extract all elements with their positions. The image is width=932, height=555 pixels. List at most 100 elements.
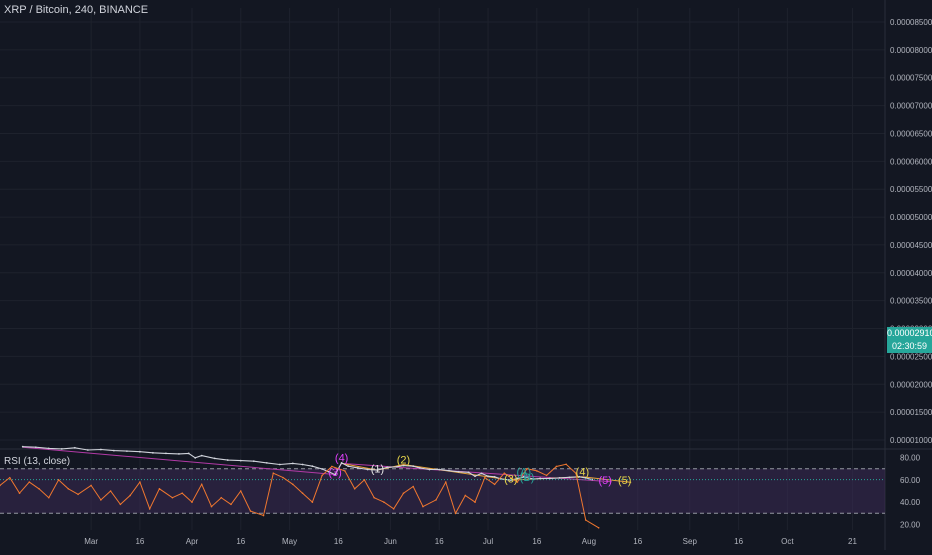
rsi-point xyxy=(536,470,538,472)
wave-label: (2) xyxy=(397,454,410,466)
price-point xyxy=(396,465,398,468)
y-tick-label: 0.00006500 xyxy=(890,129,932,138)
price-point xyxy=(578,475,581,478)
rsi-point xyxy=(90,484,92,487)
x-tick-label: 16 xyxy=(236,537,245,546)
y-tick-label: 0.00008000 xyxy=(890,46,932,55)
price-point xyxy=(467,471,470,474)
rsi-point xyxy=(282,476,284,479)
rsi-point xyxy=(18,492,21,495)
price-point xyxy=(522,475,525,478)
rsi-point xyxy=(8,476,11,479)
price-point xyxy=(327,470,330,473)
rsi-panel: 80.00 60.00 40.00 20.00 xyxy=(0,454,921,529)
price-point xyxy=(194,456,197,459)
chart-title[interactable]: XRP / Bitcoin, 240, BINANCE xyxy=(4,4,149,16)
price-point xyxy=(252,460,255,463)
rsi-point xyxy=(129,494,131,497)
rsi-point xyxy=(230,503,232,506)
price-point xyxy=(438,468,441,471)
y-tick-label: 0.00006000 xyxy=(890,157,932,166)
rsi-point xyxy=(422,505,424,508)
rsi-point xyxy=(383,501,385,503)
rsi-point xyxy=(28,481,31,483)
price-point xyxy=(493,475,496,478)
y-tick-label: 0.00003500 xyxy=(890,297,932,306)
rsi-level-label: 40.00 xyxy=(900,498,921,507)
rsi-point xyxy=(526,467,528,470)
y-tick-label: 0.00002000 xyxy=(890,380,932,389)
rsi-point xyxy=(321,474,323,477)
price-point xyxy=(321,468,324,470)
rsi-level-label: 60.00 xyxy=(900,476,921,485)
rsi-point xyxy=(57,479,60,481)
rsi-point xyxy=(239,490,242,492)
rsi-point xyxy=(119,503,122,506)
x-tick-label: 16 xyxy=(334,537,343,546)
current-price-value: 0.00002910 xyxy=(887,328,932,338)
rsi-point xyxy=(454,512,457,515)
rsi-point xyxy=(344,470,346,472)
trendline-pink-3 xyxy=(341,462,612,483)
rsi-point xyxy=(220,496,223,499)
price-point xyxy=(516,477,519,480)
wave-label: (5) xyxy=(598,475,611,487)
x-axis[interactable]: Mar 16 Apr 16 May 16 Jun 16 Jul 16 Aug 16 Sep 16 Oct 21 xyxy=(84,537,857,546)
price-point xyxy=(187,452,190,455)
trendline-orange-1 xyxy=(341,462,378,471)
price-point xyxy=(73,446,76,449)
rsi-point xyxy=(363,479,366,481)
y-tick-label: 0.00007500 xyxy=(890,74,932,83)
rsi-point xyxy=(545,474,548,477)
y-tick-label: 0.00004000 xyxy=(890,269,932,278)
rsi-point xyxy=(272,472,275,474)
rsi-point xyxy=(109,490,112,492)
price-point xyxy=(301,463,304,466)
wave-labels: (4)(3) (1)(2)(A)(B)(3)(4)(5) (5) xyxy=(328,453,631,487)
rsi-point xyxy=(474,501,476,503)
rsi-point xyxy=(100,499,102,501)
rsi-point xyxy=(158,487,161,490)
y-axis[interactable]: 0.00008500 0.00008000 0.00007500 0.00007000… xyxy=(890,18,932,445)
rsi-point xyxy=(493,483,496,486)
rsi-point xyxy=(48,496,50,499)
rsi-point xyxy=(584,519,587,521)
current-price-tag: 0.00002910 02:30:59 xyxy=(887,327,932,353)
y-tick-label: 0.00001500 xyxy=(890,408,932,417)
x-tick-label: Jul xyxy=(483,537,493,546)
wave-label: (5) xyxy=(618,475,631,487)
rsi-point xyxy=(38,487,40,490)
rsi-point xyxy=(597,526,600,529)
x-tick-label: 16 xyxy=(532,537,541,546)
price-point xyxy=(584,476,587,479)
rsi-line xyxy=(0,463,599,529)
price-point xyxy=(334,473,337,476)
price-point xyxy=(239,459,242,462)
rsi-series xyxy=(0,463,600,529)
price-point xyxy=(402,464,405,467)
price-point xyxy=(457,470,460,473)
rsi-point xyxy=(200,483,203,486)
y-tick-label: 0.00007000 xyxy=(890,102,932,111)
price-point xyxy=(480,472,483,475)
rsi-point xyxy=(575,472,577,474)
wave-label: (B) xyxy=(520,472,535,484)
price-point xyxy=(539,477,542,480)
price-point xyxy=(448,469,450,472)
x-tick-label: 16 xyxy=(135,537,144,546)
rsi-point xyxy=(67,487,70,490)
rsi-point xyxy=(464,494,467,497)
price-point xyxy=(200,454,203,457)
y-tick-label: 0.00002500 xyxy=(890,352,932,361)
price-point xyxy=(21,445,24,448)
price-point xyxy=(548,477,551,480)
rsi-point xyxy=(311,501,314,503)
price-point xyxy=(568,476,571,479)
rsi-point xyxy=(555,465,558,468)
y-tick-label: 0.00004500 xyxy=(890,241,932,250)
rsi-legend[interactable]: RSI (13, close) xyxy=(4,456,71,467)
rsi-point xyxy=(292,483,294,486)
rsi-point xyxy=(249,510,252,512)
